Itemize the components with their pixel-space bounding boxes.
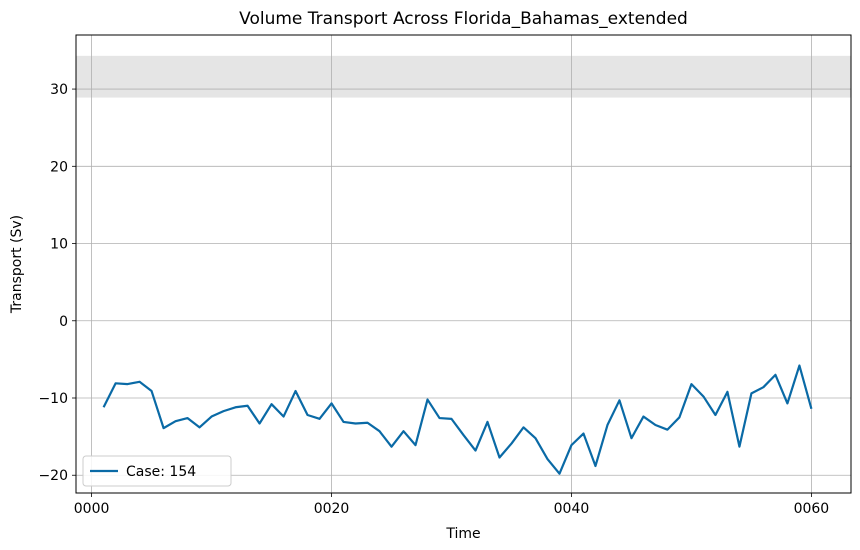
series-layer bbox=[102, 364, 813, 475]
y-tick-label: 10 bbox=[50, 237, 68, 253]
series-line bbox=[102, 364, 813, 475]
x-tick-label: 0020 bbox=[314, 501, 350, 517]
y-axis-label: Transport (Sv) bbox=[9, 215, 25, 314]
tick-layer: 0000 0020 0040 0060 −20 −10 0 10 20 30 bbox=[38, 82, 829, 517]
plot-frame bbox=[75, 34, 852, 494]
legend-box bbox=[82, 455, 232, 487]
legend-label: Case: 154 bbox=[126, 464, 196, 480]
reference-band-layer bbox=[76, 55, 851, 98]
chart-title: Volume Transport Across Florida_Bahamas_… bbox=[239, 9, 688, 29]
x-tick-label: 0060 bbox=[794, 501, 830, 517]
y-tick-label: −10 bbox=[38, 391, 68, 407]
reference-band bbox=[76, 55, 851, 98]
x-tick-label: 0000 bbox=[74, 501, 110, 517]
y-tick-label: 20 bbox=[50, 159, 68, 175]
y-tick-label: 30 bbox=[50, 82, 68, 98]
legend: Case: 154 bbox=[82, 455, 232, 487]
y-tick-label: 0 bbox=[59, 314, 68, 330]
y-tick-label: −20 bbox=[38, 468, 68, 484]
x-axis-label: Time bbox=[445, 526, 480, 542]
x-tick-label: 0040 bbox=[554, 501, 590, 517]
